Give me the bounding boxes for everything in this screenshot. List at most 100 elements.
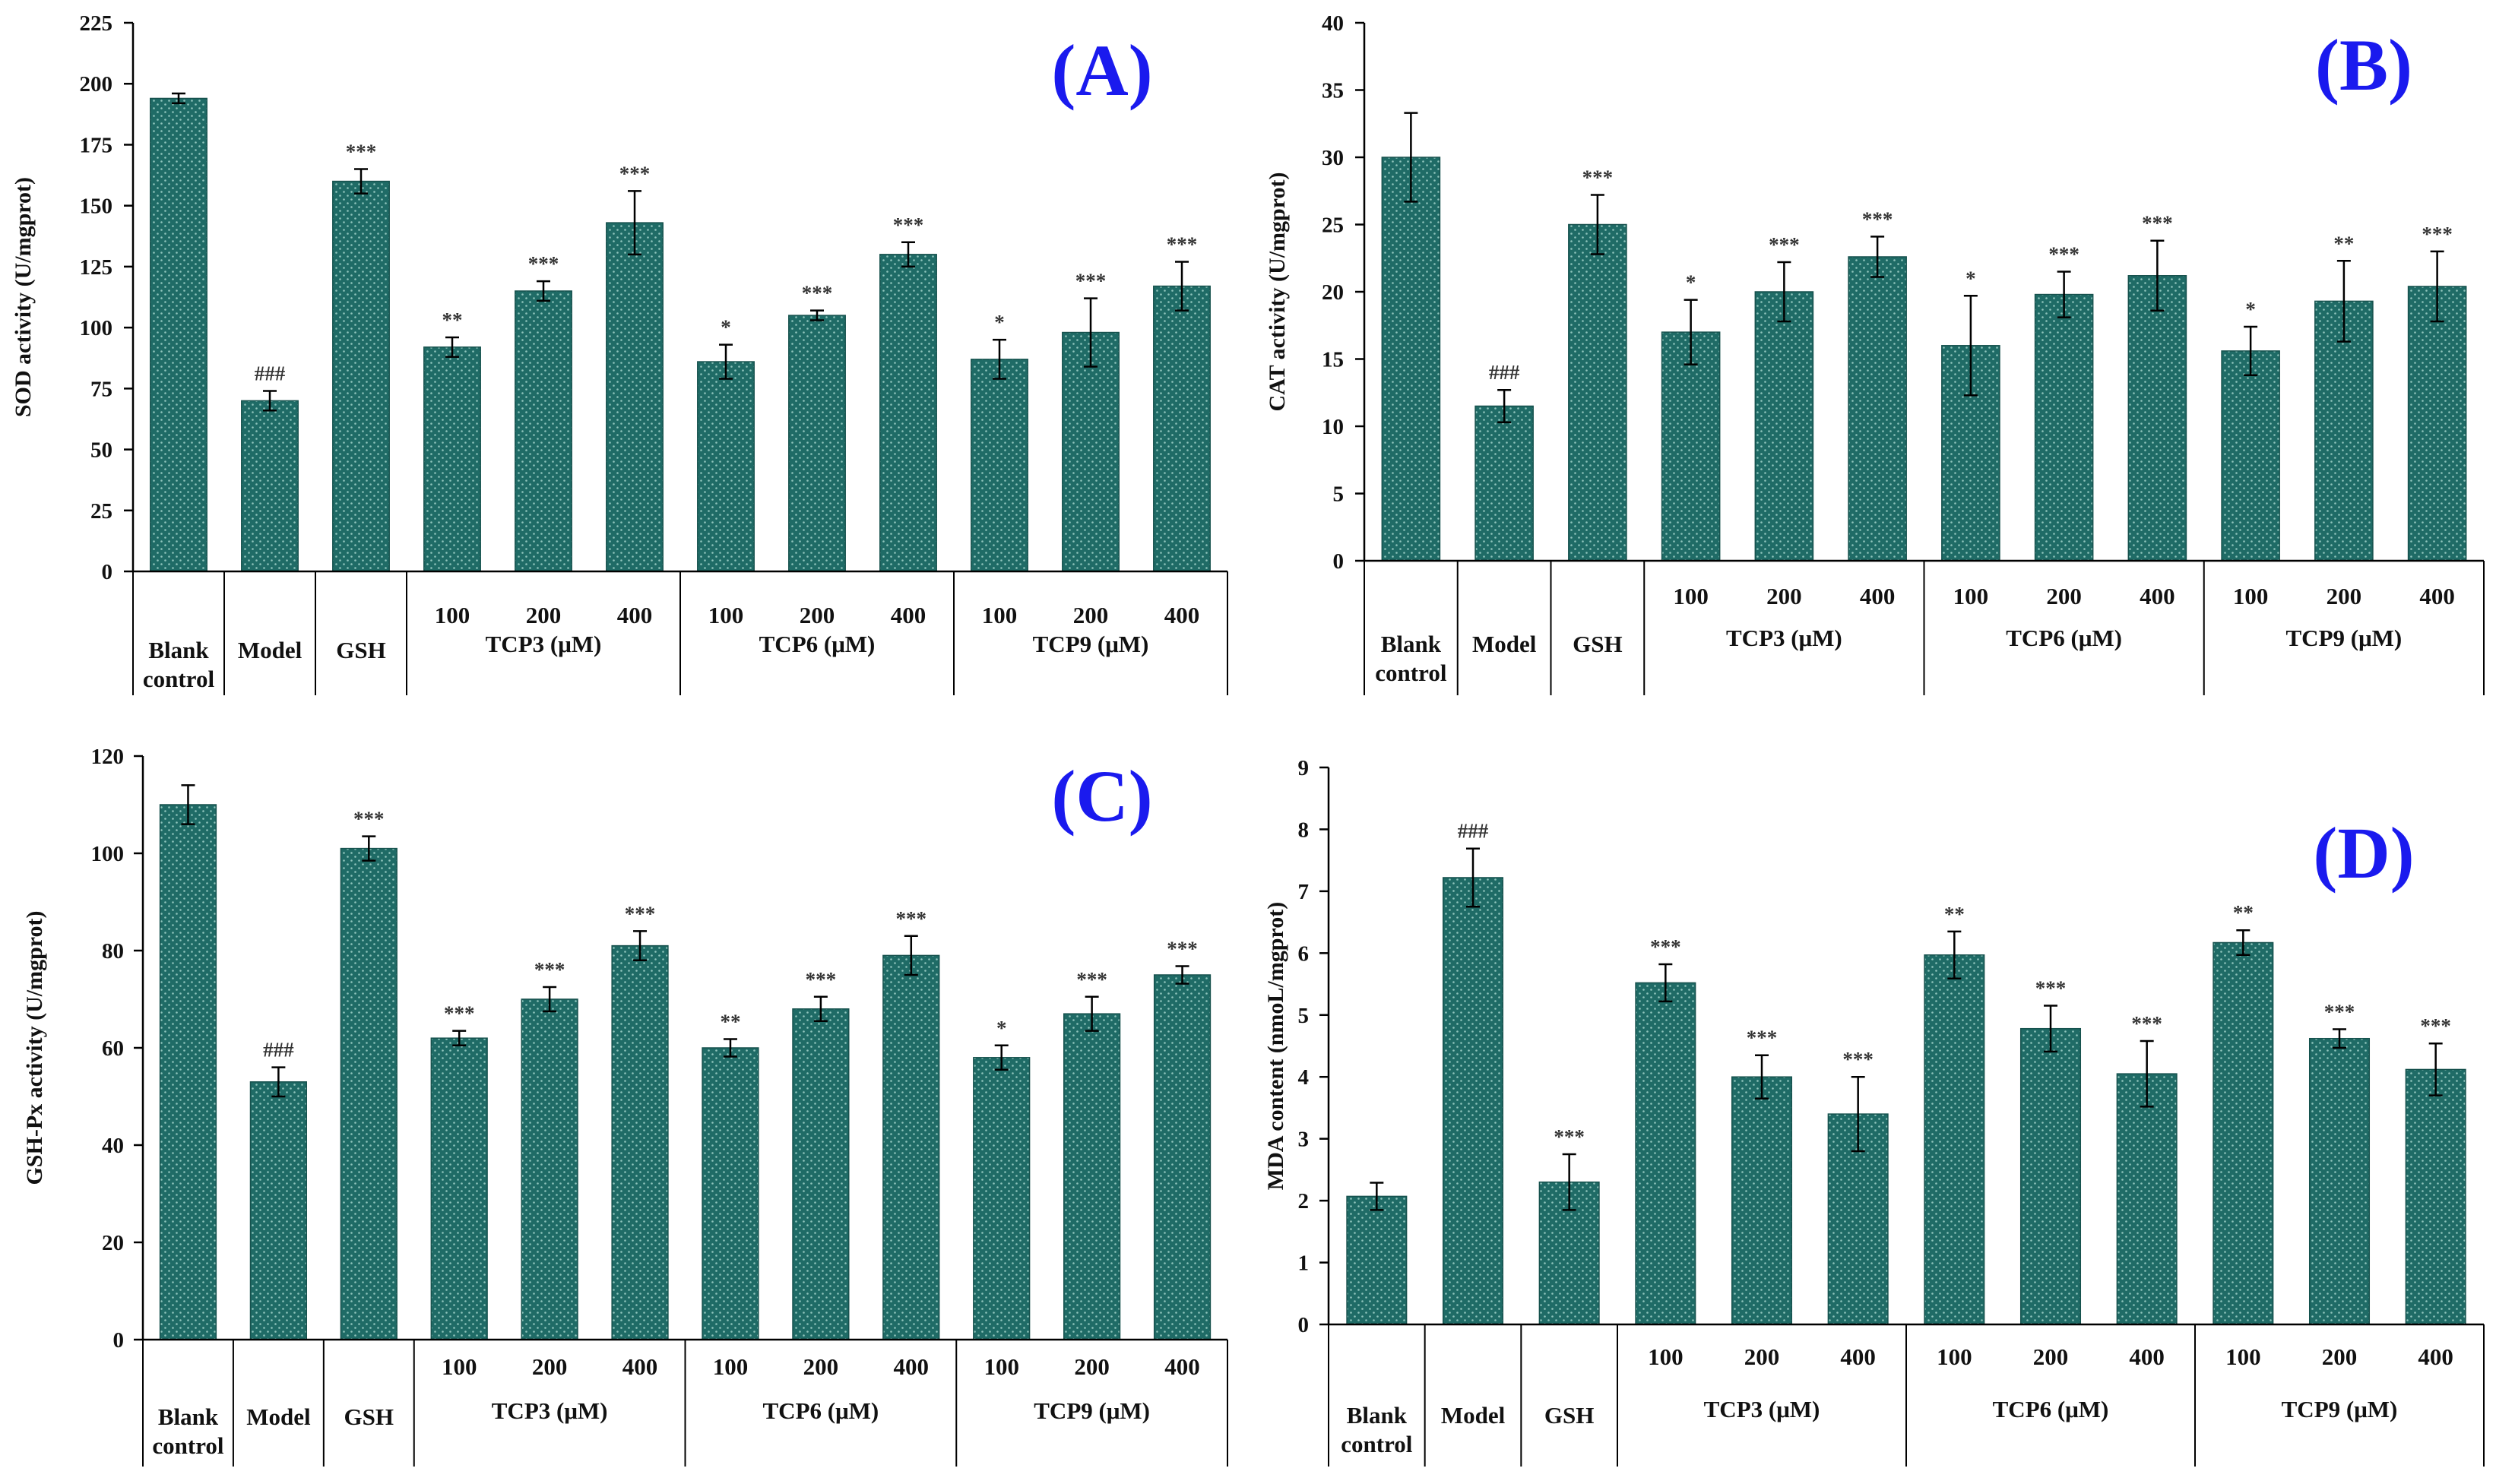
- bar: [971, 359, 1028, 572]
- category-label-blank: Blank: [158, 1403, 219, 1430]
- significance-label: ***: [444, 1002, 475, 1025]
- bar: [611, 945, 669, 1340]
- y-tick-label: 25: [1322, 214, 1344, 238]
- significance-label: **: [1944, 903, 1965, 926]
- significance-label: ***: [1554, 1125, 1585, 1148]
- significance-label: ###: [1458, 820, 1489, 843]
- y-axis-label: CAT activity (U/mgprot): [1265, 172, 1290, 412]
- bar: [2221, 350, 2280, 562]
- significance-label: ***: [528, 252, 559, 275]
- bar: [2407, 286, 2467, 562]
- category-label-model: Model: [246, 1403, 311, 1430]
- category-label-model: Model: [238, 637, 302, 663]
- significance-label: ***: [619, 162, 651, 185]
- group-label: TCP6 (μM): [763, 1397, 879, 1424]
- y-tick-label: 120: [91, 745, 125, 769]
- dose-label: 100: [984, 1353, 1019, 1380]
- significance-label: ***: [2324, 1001, 2355, 1024]
- y-axis-label: SOD activity (U/mgprot): [11, 177, 36, 417]
- category-label-model: Model: [1441, 1402, 1506, 1429]
- y-tick-label: 5: [1298, 1004, 1310, 1028]
- group-label: TCP3 (μM): [1726, 625, 1842, 651]
- y-axis-label: GSH-Px activity (U/mgprot): [22, 910, 47, 1185]
- y-tick-label: 35: [1322, 79, 1344, 103]
- significance-label: ***: [353, 808, 385, 831]
- bar: [150, 97, 207, 572]
- y-tick-label: 5: [1333, 483, 1345, 507]
- y-tick-label: 75: [90, 377, 112, 401]
- bar: [430, 1037, 488, 1340]
- significance-label: *: [1965, 267, 1976, 290]
- dose-label: 200: [2327, 583, 2362, 609]
- dose-label: 200: [2322, 1343, 2358, 1370]
- significance-label: ***: [1582, 166, 1614, 189]
- dose-label: 200: [1074, 1353, 1110, 1380]
- bar: [2213, 941, 2274, 1325]
- dose-label: 400: [2140, 583, 2175, 609]
- dose-label: 200: [1744, 1343, 1780, 1370]
- y-tick-label: 0: [102, 560, 113, 584]
- significance-label: ***: [802, 282, 833, 305]
- y-tick-label: 3: [1298, 1128, 1310, 1152]
- category-label-model: Model: [1472, 631, 1537, 657]
- dose-label: 400: [894, 1353, 930, 1380]
- y-tick-label: 30: [1322, 146, 1344, 170]
- dose-label: 400: [891, 602, 926, 628]
- group-label: TCP3 (μM): [1704, 1396, 1820, 1422]
- category-label-gsh: GSH: [336, 637, 385, 663]
- dose-label: 100: [435, 602, 470, 628]
- significance-label: ***: [2142, 212, 2173, 235]
- significance-label: ###: [263, 1039, 294, 1062]
- category-label-blank: Blank: [1347, 1402, 1408, 1429]
- dose-label: 200: [532, 1353, 568, 1380]
- significance-label: ###: [1489, 361, 1520, 384]
- dose-label: 100: [713, 1353, 749, 1380]
- bar: [241, 400, 299, 572]
- significance-label: ***: [1167, 937, 1198, 960]
- dose-label: 400: [2418, 1343, 2453, 1370]
- y-tick-label: 20: [102, 1231, 124, 1255]
- significance-label: ***: [1747, 1027, 1778, 1049]
- bar: [2127, 275, 2187, 562]
- y-tick-label: 15: [1322, 348, 1344, 372]
- dose-label: 100: [2225, 1343, 2261, 1370]
- dose-label: 200: [1073, 602, 1109, 628]
- dose-label: 100: [1953, 583, 1989, 609]
- group-label: TCP3 (μM): [486, 631, 602, 657]
- bar: [879, 254, 937, 572]
- category-label-control: control: [1375, 660, 1447, 686]
- y-tick-label: 125: [80, 255, 113, 280]
- dose-label: 400: [1840, 1343, 1876, 1370]
- y-tick-label: 175: [80, 133, 113, 157]
- significance-label: ***: [2048, 242, 2079, 265]
- bar: [1153, 974, 1212, 1340]
- bar: [1731, 1076, 1793, 1325]
- significance-label: **: [720, 1010, 740, 1033]
- y-tick-label: 50: [90, 438, 112, 463]
- bar: [606, 222, 664, 572]
- y-axis-label: MDA content (nmoL/mgprot): [1263, 902, 1288, 1190]
- y-tick-label: 7: [1298, 880, 1310, 904]
- y-tick-label: 0: [1333, 549, 1345, 574]
- category-label-blank: Blank: [148, 637, 209, 663]
- chart-panel-b: 0 5 10 15 20 25 30 35 40 CAT activity (U/mgprot) #…: [1265, 11, 2485, 695]
- significance-label: ***: [896, 907, 927, 930]
- bar: [332, 180, 390, 572]
- category-label-gsh: GSH: [344, 1403, 394, 1430]
- chart-panel-c: 0 20 40 60 80 100 120 GSH-Px activity (U/mgprot…: [22, 745, 1228, 1467]
- bar: [1924, 954, 1985, 1325]
- bar: [702, 1047, 759, 1340]
- significance-label: ***: [1862, 207, 1893, 230]
- dose-label: 400: [1164, 602, 1200, 628]
- y-tick-label: 25: [90, 499, 112, 524]
- y-tick-label: 9: [1298, 756, 1310, 780]
- y-tick-label: 100: [91, 842, 125, 866]
- dose-label: 200: [1766, 583, 1802, 609]
- y-tick-label: 40: [102, 1134, 124, 1158]
- panel-letter: (D): [2313, 812, 2414, 894]
- group-label: TCP9 (μM): [1033, 631, 1149, 657]
- bar: [1661, 331, 1721, 562]
- dose-label: 200: [2033, 1343, 2069, 1370]
- bar: [2019, 1027, 2082, 1325]
- significance-label: ###: [255, 362, 286, 385]
